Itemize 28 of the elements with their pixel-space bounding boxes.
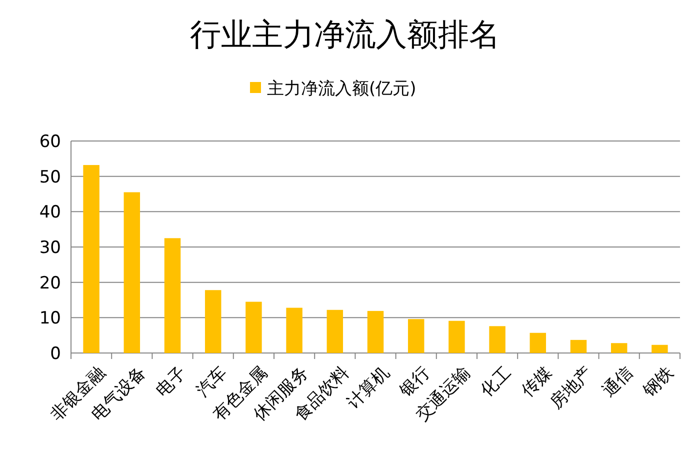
bar [367, 310, 384, 353]
bar [489, 326, 506, 353]
bar [408, 319, 424, 353]
x-tick-label: 化工 [477, 362, 516, 402]
y-tick-label: 60 [39, 132, 61, 152]
y-tick-label: 10 [39, 308, 61, 329]
bar [286, 308, 302, 353]
bar [246, 302, 262, 353]
bar [570, 340, 587, 353]
bar [124, 192, 140, 353]
y-tick-label: 30 [39, 238, 61, 258]
bar [326, 310, 344, 353]
y-tick-label: 50 [39, 167, 61, 188]
legend-label: 主力净流入额(亿元) [267, 79, 416, 99]
y-tick-label: 20 [39, 273, 61, 294]
y-tick-label: 0 [50, 344, 61, 364]
y-tick-label: 40 [39, 202, 61, 223]
bar [610, 343, 628, 353]
x-tick-label: 电子 [152, 362, 191, 402]
x-tick-label: 通信 [598, 362, 638, 402]
chart-title: 行业主力净流入额排名 [190, 17, 500, 53]
bar [530, 332, 546, 353]
bar [83, 165, 100, 353]
bar [204, 290, 222, 353]
bar [164, 238, 181, 353]
bar [652, 344, 668, 353]
bar [448, 320, 465, 353]
x-tick-label: 钢铁 [638, 362, 678, 402]
